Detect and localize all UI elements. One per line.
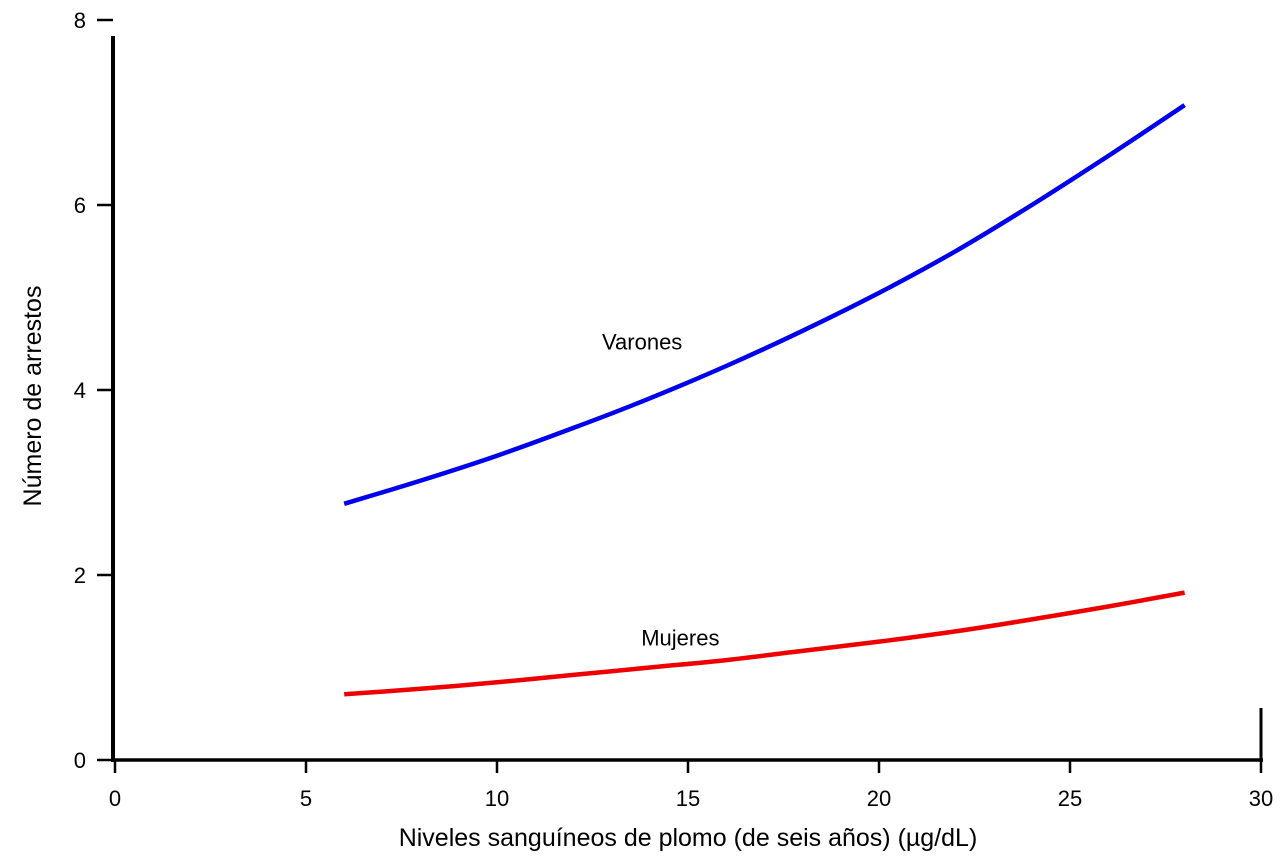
- y-axis-title: Número de arrestos: [19, 286, 47, 507]
- y-ticks: 0 2 4 6 8: [74, 8, 113, 773]
- y-tick-label: 4: [74, 378, 86, 403]
- x-tick-label: 0: [109, 786, 121, 811]
- series-labels: Varones Mujeres: [602, 329, 719, 650]
- x-tick-label: 20: [867, 786, 891, 811]
- x-tick-label: 10: [485, 786, 509, 811]
- y-tick-label: 0: [74, 748, 86, 773]
- series-line-varones: [343, 103, 1186, 506]
- series-layer: [343, 103, 1186, 697]
- x-axis-title: Niveles sanguíneos de plomo (de seis año…: [399, 824, 978, 852]
- series-line-mujeres: [344, 590, 1186, 697]
- x-ticks: 0 5 10 15 20 25 30: [109, 760, 1273, 811]
- y-tick-label: 6: [74, 193, 86, 218]
- series-label-mujeres: Mujeres: [641, 625, 719, 650]
- axes: [111, 36, 1263, 762]
- x-tick-label: 5: [300, 786, 312, 811]
- series-label-varones: Varones: [602, 329, 682, 354]
- x-tick-label: 25: [1058, 786, 1082, 811]
- x-tick-label: 15: [676, 786, 700, 811]
- x-tick-label: 30: [1249, 786, 1273, 811]
- y-tick-label: 8: [74, 8, 86, 33]
- y-tick-label: 2: [74, 563, 86, 588]
